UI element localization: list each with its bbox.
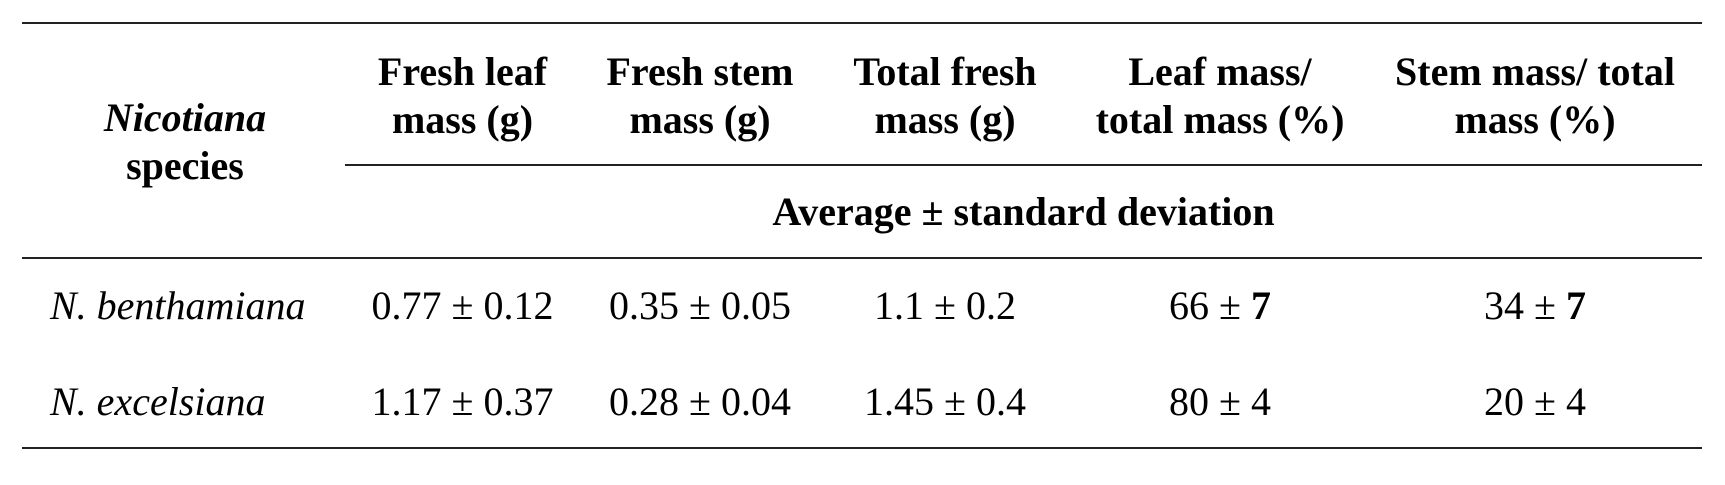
top-rule bbox=[22, 22, 1702, 24]
row-1-stem-pct: 34 ± 7 bbox=[1370, 282, 1700, 330]
row-2-stem-pct: 20 ± 4 bbox=[1370, 378, 1700, 426]
header-mid-rule bbox=[345, 164, 1702, 166]
row-1-species: N. benthamiana bbox=[50, 283, 306, 328]
row-1-fresh-leaf: 0.77 ± 0.12 bbox=[371, 283, 554, 328]
row-2-fresh-stem: 0.28 ± 0.04 bbox=[609, 379, 791, 424]
col-header-fresh-stem: Fresh stem mass (g) bbox=[606, 49, 794, 142]
row-1-fresh-stem: 0.35 ± 0.05 bbox=[609, 283, 791, 328]
bottom-rule bbox=[22, 447, 1702, 449]
row-2-leaf-pct-mean: 80 ± bbox=[1169, 379, 1241, 424]
row-2-species: N. excelsiana bbox=[50, 379, 266, 424]
row-2-leaf-pct: 80 ± 4 bbox=[1075, 378, 1365, 426]
col-header-fresh-leaf: Fresh leaf mass (g) bbox=[377, 49, 548, 142]
header-bottom-rule bbox=[22, 257, 1702, 259]
row-1-leaf-pct-mean: 66 ± bbox=[1169, 283, 1241, 328]
species-header: Nicotiana species bbox=[60, 94, 310, 190]
row-2-stem-pct-sd: 4 bbox=[1565, 379, 1586, 424]
subheader-average-sd: Average ± standard deviation bbox=[772, 189, 1275, 234]
row-1-leaf-pct: 66 ± 7 bbox=[1075, 282, 1365, 330]
row-1-stem-pct-mean: 34 ± bbox=[1484, 283, 1556, 328]
col-header-leaf-pct: Leaf mass/ total mass (%) bbox=[1095, 49, 1345, 142]
species-header-genus: Nicotiana bbox=[103, 95, 267, 140]
row-1-total-fresh: 1.1 ± 0.2 bbox=[874, 283, 1016, 328]
species-header-label: species bbox=[126, 143, 244, 188]
row-1-stem-pct-sd: 7 bbox=[1565, 283, 1586, 328]
row-2-stem-pct-mean: 20 ± bbox=[1484, 379, 1556, 424]
row-1-leaf-pct-sd: 7 bbox=[1250, 283, 1271, 328]
row-2-total-fresh: 1.45 ± 0.4 bbox=[864, 379, 1026, 424]
row-2-fresh-leaf: 1.17 ± 0.37 bbox=[371, 379, 554, 424]
row-2-leaf-pct-sd: 4 bbox=[1250, 379, 1271, 424]
col-header-stem-pct: Stem mass/ total mass (%) bbox=[1395, 49, 1675, 142]
col-header-total-fresh: Total fresh mass (g) bbox=[853, 49, 1037, 142]
